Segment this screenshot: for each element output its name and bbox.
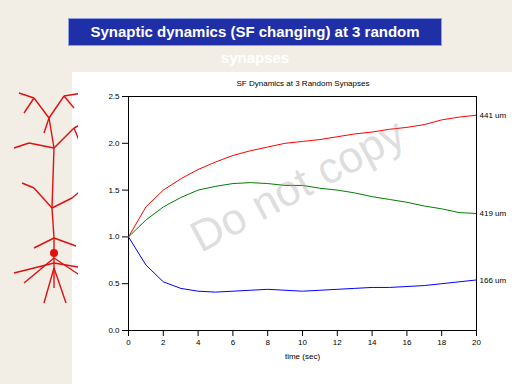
svg-text:12: 12 [333, 338, 342, 347]
svg-text:4: 4 [196, 338, 201, 347]
svg-text:0.0: 0.0 [108, 326, 120, 335]
svg-text:0.5: 0.5 [108, 279, 120, 288]
html-text:Synaptic dynamics (SF changing: Synaptic dynamics (SF changing) at 3 ran… [90, 23, 420, 66]
svg-text:1.5: 1.5 [108, 186, 120, 195]
svg-text:time (sec): time (sec) [285, 352, 320, 361]
svg-text:441 um: 441 um [480, 111, 507, 120]
svg-text:10: 10 [298, 338, 307, 347]
svg-text:20: 20 [472, 338, 481, 347]
svg-text:14: 14 [368, 338, 377, 347]
svg-text:2.5: 2.5 [108, 92, 120, 101]
svg-text:166 um: 166 um [480, 276, 507, 285]
svg-text:6: 6 [231, 338, 236, 347]
svg-text:8: 8 [265, 338, 270, 347]
svg-text:16: 16 [402, 338, 411, 347]
html-text:Do not copy: Do not copy [182, 107, 413, 262]
svg-text:18: 18 [437, 338, 446, 347]
svg-text:2: 2 [161, 338, 166, 347]
svg-text:0: 0 [126, 338, 131, 347]
svg-text:2.0: 2.0 [108, 139, 120, 148]
svg-text:1.0: 1.0 [108, 232, 120, 241]
html-text:SF Dynamics at 3 Random Synaps: SF Dynamics at 3 Random Synapses [236, 79, 370, 88]
svg-text:419 um: 419 um [480, 209, 507, 218]
